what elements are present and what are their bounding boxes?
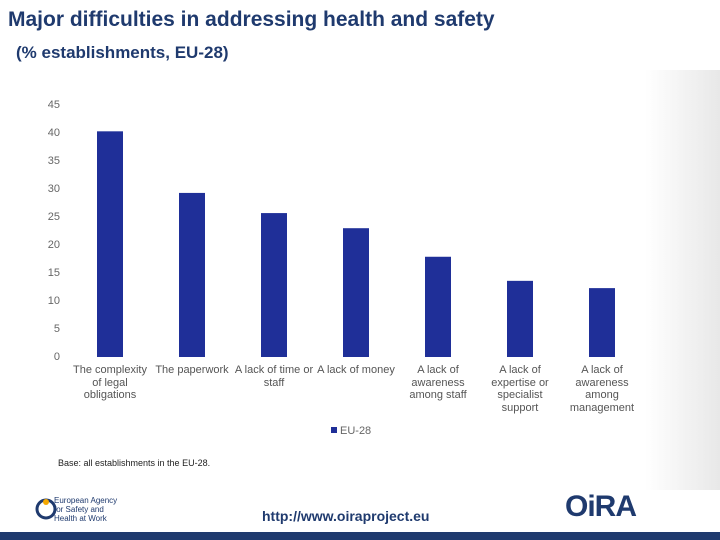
- logo: OiRA: [565, 490, 637, 523]
- y-tick-label: 45: [48, 99, 60, 111]
- panel-shade: [645, 70, 720, 490]
- x-tick-label: A lack of expertise or specialist suppor…: [491, 364, 549, 414]
- x-tick-label: A lack of time or staff: [234, 364, 314, 389]
- slide-subtitle: (% establishments, EU-28): [16, 43, 229, 62]
- agency-icon: [35, 498, 57, 520]
- bar: [179, 192, 205, 357]
- slide-title: Major difficulties in addressing health …: [8, 8, 495, 31]
- y-tick-label: 20: [48, 239, 60, 251]
- y-tick-label: 5: [54, 323, 60, 335]
- x-tick-label: The complexity of legal obligations: [73, 364, 147, 401]
- y-tick-label: 30: [48, 183, 60, 195]
- bar: [261, 213, 287, 357]
- footer-bar: [0, 532, 720, 540]
- legend-label: EU-28: [340, 425, 371, 437]
- bar: [97, 131, 123, 357]
- bar: [507, 280, 533, 357]
- note: Base: all establishments in the EU-28.: [58, 458, 211, 468]
- bar: [425, 256, 451, 357]
- y-tick-label: 35: [48, 155, 60, 167]
- y-tick-label: 0: [54, 351, 60, 363]
- x-tick-label: A lack of awareness among management: [569, 364, 635, 414]
- x-tick-label: The paperwork: [155, 364, 229, 376]
- bar: [589, 288, 615, 357]
- y-tick-label: 15: [48, 267, 60, 279]
- legend-swatch: [331, 427, 337, 433]
- bar: [343, 228, 369, 357]
- x-tick-label: A lack of awareness among staff: [409, 364, 467, 401]
- y-tick-label: 25: [48, 211, 60, 223]
- url: http://www.oiraproject.eu: [262, 508, 430, 524]
- y-tick-label: 40: [48, 127, 60, 139]
- agency-name: European Agency for Safety and Health at…: [54, 496, 118, 523]
- y-tick-label: 10: [48, 295, 60, 307]
- x-tick-label: A lack of money: [317, 364, 395, 376]
